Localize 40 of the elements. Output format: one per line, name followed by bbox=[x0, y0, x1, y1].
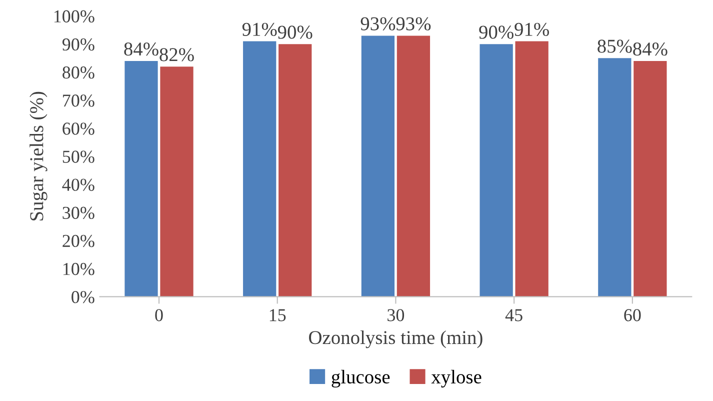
bar bbox=[160, 66, 194, 297]
y-axis-title: Sugar yields (%) bbox=[30, 92, 48, 220]
y-tick-label: 70% bbox=[63, 94, 94, 107]
y-tick-label: 80% bbox=[62, 66, 94, 79]
bar bbox=[361, 36, 395, 297]
bar bbox=[243, 41, 276, 297]
y-tick-label: 30% bbox=[62, 206, 94, 220]
data-label: 91% bbox=[242, 22, 277, 36]
data-label: 90% bbox=[479, 26, 514, 39]
data-label: 93% bbox=[396, 17, 431, 30]
data-label: 84% bbox=[633, 42, 668, 56]
y-tick-label: 20% bbox=[62, 234, 94, 248]
data-label: 91% bbox=[514, 22, 549, 36]
bar bbox=[598, 58, 632, 297]
y-tick-label: 90% bbox=[62, 38, 94, 51]
data-label: 93% bbox=[360, 17, 396, 30]
bar bbox=[634, 60, 667, 297]
x-tick-label: 0 bbox=[155, 309, 163, 322]
y-tick-label: 50% bbox=[62, 150, 94, 163]
data-label: 85% bbox=[598, 40, 632, 53]
y-tick-label: 60% bbox=[62, 122, 94, 135]
x-axis-title: Ozonolysis time (min) bbox=[309, 330, 482, 348]
bar bbox=[278, 44, 312, 297]
data-label: 90% bbox=[278, 26, 312, 39]
x-tick-label: 60 bbox=[624, 309, 641, 322]
bar bbox=[124, 60, 158, 297]
y-tick-label: 40% bbox=[62, 178, 94, 191]
x-tick-label: 15 bbox=[270, 309, 286, 322]
y-tick-label: 10% bbox=[63, 262, 94, 276]
x-tick-label: 30 bbox=[388, 309, 404, 322]
x-tick-label: 45 bbox=[505, 309, 522, 322]
y-tick-label: 100% bbox=[54, 10, 94, 23]
bar bbox=[480, 44, 513, 297]
bar bbox=[515, 41, 548, 297]
legend-label: xylose bbox=[431, 370, 482, 388]
data-label: 84% bbox=[124, 42, 158, 56]
y-tick-label: 0% bbox=[72, 290, 94, 304]
bar bbox=[396, 36, 430, 297]
data-label: 82% bbox=[160, 48, 194, 62]
legend-label: glucose bbox=[332, 370, 390, 388]
